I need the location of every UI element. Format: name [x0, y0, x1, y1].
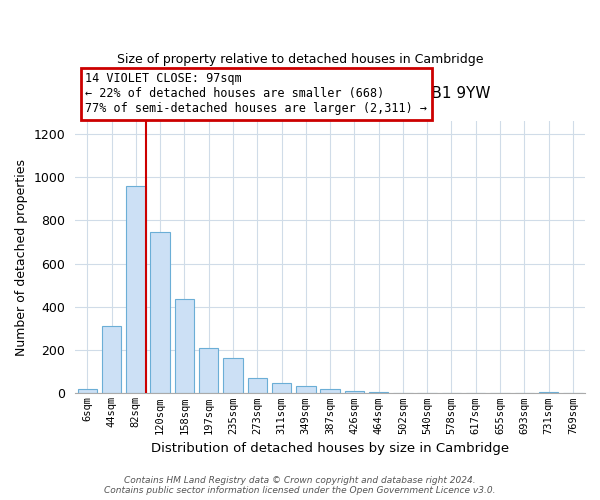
Bar: [539, 392, 558, 394]
Bar: [102, 326, 121, 394]
Bar: [223, 358, 242, 394]
Title: 14, VIOLET CLOSE, CAMBRIDGE, CB1 9YW: 14, VIOLET CLOSE, CAMBRIDGE, CB1 9YW: [170, 86, 490, 102]
Bar: [175, 299, 194, 394]
Bar: [248, 378, 267, 394]
Bar: [126, 186, 146, 394]
X-axis label: Distribution of detached houses by size in Cambridge: Distribution of detached houses by size …: [151, 442, 509, 455]
Text: 14 VIOLET CLOSE: 97sqm
← 22% of detached houses are smaller (668)
77% of semi-de: 14 VIOLET CLOSE: 97sqm ← 22% of detached…: [85, 72, 427, 115]
Bar: [77, 389, 97, 394]
Bar: [369, 392, 388, 394]
Bar: [151, 232, 170, 394]
Bar: [344, 391, 364, 394]
Bar: [199, 348, 218, 394]
Bar: [296, 386, 316, 394]
Text: Size of property relative to detached houses in Cambridge: Size of property relative to detached ho…: [117, 52, 483, 66]
Text: Contains HM Land Registry data © Crown copyright and database right 2024.
Contai: Contains HM Land Registry data © Crown c…: [104, 476, 496, 495]
Bar: [272, 383, 291, 394]
Bar: [320, 389, 340, 394]
Y-axis label: Number of detached properties: Number of detached properties: [15, 158, 28, 356]
